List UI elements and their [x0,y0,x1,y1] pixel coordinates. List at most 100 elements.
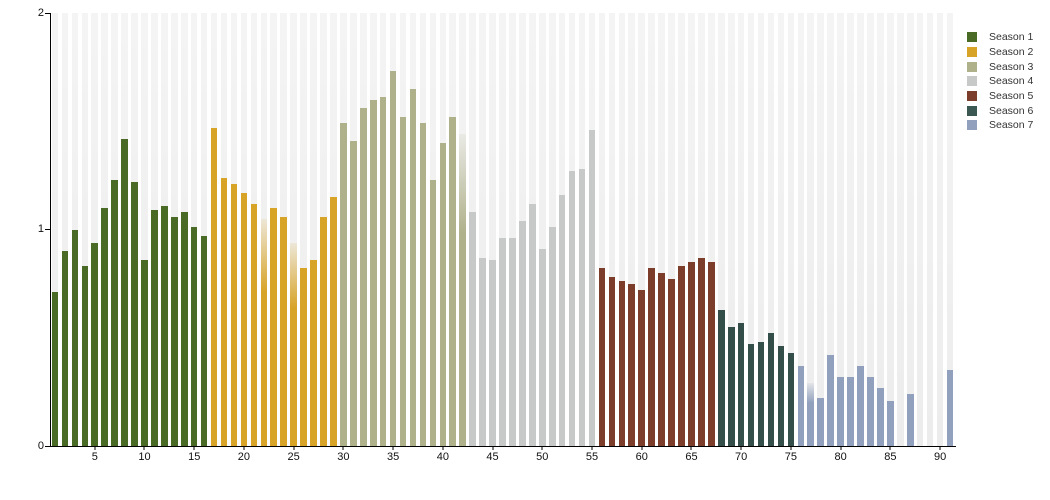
bar-episode-82[interactable] [857,365,864,446]
bar-episode-58[interactable] [618,281,626,446]
bar-episode-39[interactable] [429,179,437,446]
bar-episode-47[interactable] [509,238,516,446]
bar-episode-43[interactable] [469,212,476,446]
bar-episode-60[interactable] [638,290,646,446]
bar-episode-44[interactable] [479,257,486,446]
bar-episode-19[interactable] [230,184,238,446]
bar-episode-35[interactable] [389,71,397,446]
bar-episode-79[interactable] [827,355,834,446]
bar-episode-12[interactable] [161,205,168,446]
legend-item-season-1[interactable]: Season 1 [967,30,1033,45]
bar-episode-70[interactable] [737,322,745,446]
bar-episode-15[interactable] [190,227,198,446]
bar-episode-62[interactable] [658,272,665,446]
legend-item-season-6[interactable]: Season 6 [967,103,1033,118]
bar-episode-67[interactable] [708,261,715,446]
bar-episode-18[interactable] [220,177,228,446]
bar-episode-53[interactable] [568,171,576,446]
bar-episode-55[interactable] [588,129,596,446]
bar-episode-22[interactable] [260,218,268,446]
bar-episode-74[interactable] [777,346,785,446]
bar-episode-28[interactable] [320,216,327,446]
bar-episode-3[interactable] [71,229,79,446]
bar-episode-52[interactable] [558,194,566,446]
bar-episode-81[interactable] [847,376,854,446]
bar-episode-16[interactable] [200,236,208,446]
bar-episode-72[interactable] [757,342,765,446]
bar-episode-78[interactable] [817,398,825,446]
bar-episode-75[interactable] [787,352,795,446]
bar-episode-17[interactable] [210,127,218,446]
bar-episode-49[interactable] [529,203,536,446]
legend-label: Season 6 [989,104,1034,117]
bar-episode-73[interactable] [767,333,775,446]
bar-episode-30[interactable] [340,123,347,446]
bar-episode-27[interactable] [310,259,317,446]
bar-episode-34[interactable] [379,97,387,446]
bar-episode-91[interactable] [946,370,954,446]
bar-episode-38[interactable] [419,123,427,446]
bar-episode-9[interactable] [131,181,138,446]
bar-episode-84[interactable] [877,387,884,446]
bar-episode-66[interactable] [698,257,705,446]
bar-episode-6[interactable] [101,207,108,446]
legend-item-season-3[interactable]: Season 3 [967,59,1033,74]
bar-episode-26[interactable] [300,268,307,446]
x-tick-label-60: 60 [635,451,648,463]
x-tick-mark [392,447,394,450]
bar-episode-13[interactable] [171,216,178,446]
bar-episode-41[interactable] [449,116,457,446]
bar-episode-51[interactable] [548,227,556,446]
bar-episode-76[interactable] [797,365,805,446]
legend-item-season-2[interactable]: Season 2 [967,45,1033,60]
bar-episode-32[interactable] [359,108,367,446]
background-stripe [757,13,765,446]
bar-episode-68[interactable] [717,309,725,446]
bar-episode-61[interactable] [648,268,655,446]
bar-episode-37[interactable] [409,88,417,446]
bar-episode-20[interactable] [240,192,248,446]
bar-episode-23[interactable] [270,207,278,446]
bar-episode-56[interactable] [598,268,606,446]
bar-episode-14[interactable] [180,212,188,446]
bar-episode-50[interactable] [538,249,546,446]
bar-episode-29[interactable] [330,197,337,446]
bar-episode-59[interactable] [628,283,636,446]
bar-episode-33[interactable] [369,99,377,446]
bar-episode-45[interactable] [489,259,496,446]
bar-episode-65[interactable] [688,261,695,446]
bar-episode-36[interactable] [399,116,407,446]
bar-episode-71[interactable] [747,344,755,446]
bar-episode-21[interactable] [250,203,258,446]
bar-episode-46[interactable] [499,238,506,446]
bar-episode-40[interactable] [439,142,447,446]
bar-episode-64[interactable] [678,266,685,446]
bar-episode-69[interactable] [727,326,735,446]
bar-episode-83[interactable] [867,376,874,446]
bar-episode-87[interactable] [906,394,914,446]
bar-episode-85[interactable] [887,400,894,446]
bar-episode-11[interactable] [151,210,158,446]
bar-episode-48[interactable] [519,220,526,446]
bar-episode-80[interactable] [837,376,844,446]
bar-episode-24[interactable] [280,216,287,446]
bar-episode-57[interactable] [608,277,616,446]
legend-item-season-4[interactable]: Season 4 [967,74,1033,89]
bar-episode-4[interactable] [81,266,89,446]
bar-episode-7[interactable] [111,179,118,446]
bar-episode-2[interactable] [61,251,69,446]
bar-episode-5[interactable] [91,242,99,446]
bar-episode-77[interactable] [807,383,815,446]
legend-item-season-7[interactable]: Season 7 [967,118,1033,133]
bar-episode-54[interactable] [578,168,586,446]
bar-episode-8[interactable] [121,138,128,446]
bar-episode-63[interactable] [668,279,675,446]
x-tick-mark [641,447,643,450]
bar-episode-25[interactable] [290,242,297,446]
legend-item-season-5[interactable]: Season 5 [967,89,1033,104]
bar-episode-1[interactable] [51,292,59,446]
bar-episode-31[interactable] [350,140,357,446]
bar-episode-42[interactable] [459,134,466,446]
background-stripe [479,13,486,446]
bar-episode-10[interactable] [141,259,148,446]
